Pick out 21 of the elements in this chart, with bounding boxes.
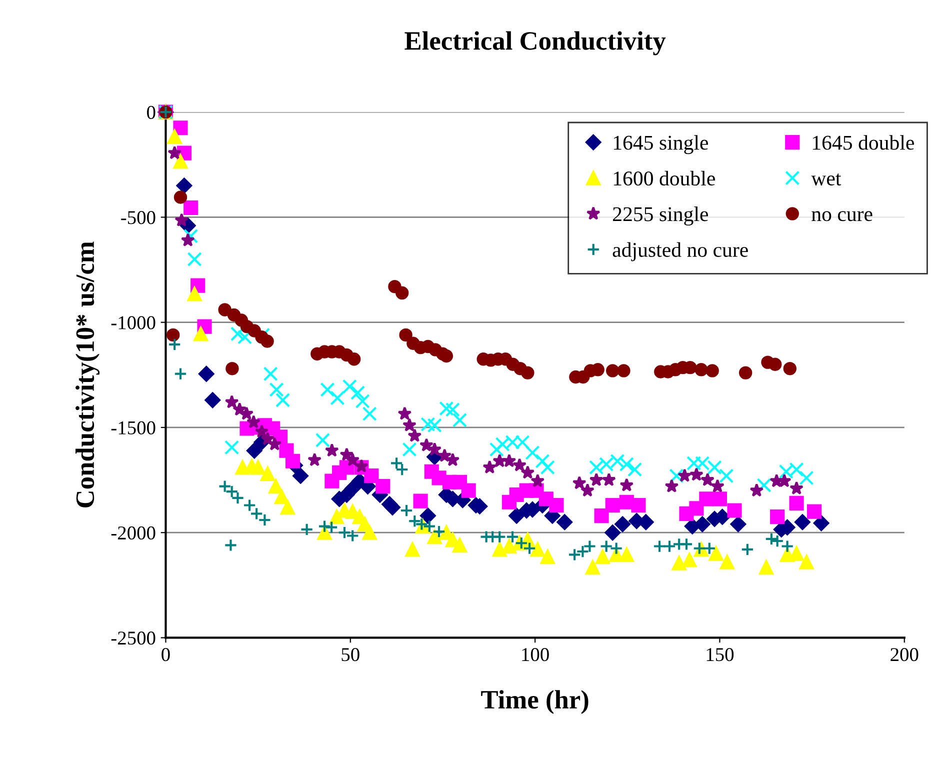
y-tick-label: -2000: [111, 526, 156, 540]
y-tick-label: -1500: [111, 421, 156, 434]
x-tick-label: 200: [890, 648, 918, 662]
x-axis-title: Time (hr): [481, 690, 588, 714]
y-tick-label: -500: [121, 211, 156, 224]
y-tick-label: 0: [147, 106, 156, 120]
legend-label: adjusted no cure: [612, 242, 748, 262]
x-tick-label: 100: [522, 648, 549, 662]
legend-label: no cure: [812, 211, 872, 222]
y-tick-label: -1000: [111, 316, 156, 330]
legend-label: wet: [811, 174, 842, 186]
y-tick-label: -2500: [111, 632, 156, 645]
legend-label: 1600 double: [614, 170, 715, 186]
y-axis-title: Conductivity(10* us/cm: [76, 242, 100, 508]
legend-label: 1645 double: [812, 135, 914, 150]
x-tick-label: 150: [706, 648, 734, 662]
legend-label: 1645 single: [614, 135, 708, 154]
x-tick-label: 50: [342, 648, 360, 662]
legend-label: 2255 single: [613, 206, 708, 226]
x-tick-label: 0: [162, 648, 170, 662]
chart-title: Electrical Conductivity: [404, 31, 666, 56]
